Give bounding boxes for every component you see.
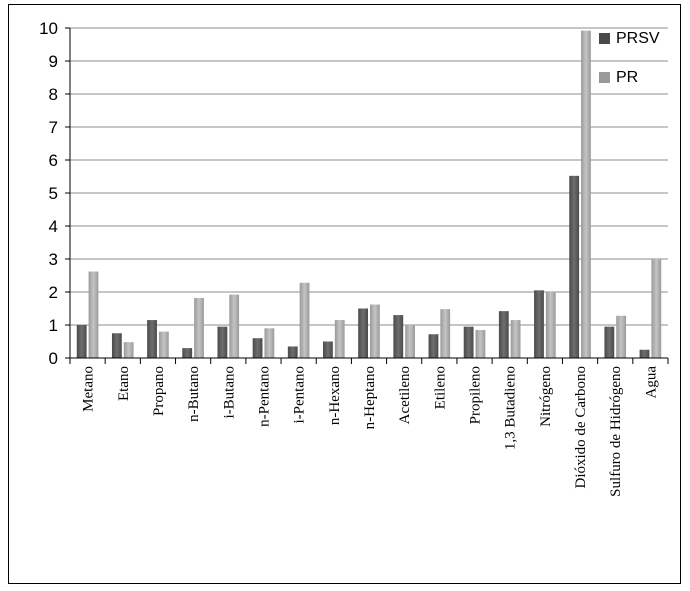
legend-swatch-prsv [599, 33, 610, 44]
chart-frame [8, 4, 681, 584]
x-tick-label: Metano [81, 366, 97, 412]
bar-prsv [393, 315, 404, 358]
bar-prsv [639, 349, 650, 358]
bar-pr [229, 294, 240, 358]
x-tick-labels: Metano Etano Propano n-Butano i-Butano n-Pent… [81, 366, 660, 497]
bar-pr [405, 325, 415, 358]
bar-prsv [182, 348, 193, 358]
bar-pr [264, 328, 275, 358]
bar-pr [616, 315, 627, 358]
x-tick-label: Etano [116, 366, 132, 401]
bar-prsv [147, 320, 157, 358]
bar-pr [370, 304, 380, 358]
x-tick-label: Acetileno [397, 366, 413, 424]
bar-pr [123, 342, 134, 358]
bar-pr [158, 331, 169, 358]
y-tick-label: 2 [49, 283, 58, 302]
x-tick-label: Sulfuro de Hidrógeno [608, 366, 624, 497]
y-tick-label: 5 [49, 184, 58, 203]
y-tick-label: 6 [49, 151, 58, 170]
bar-prsv [463, 326, 474, 358]
legend-swatch-pr [599, 72, 610, 83]
y-tick-label: 8 [49, 85, 58, 104]
bar-pr [651, 259, 662, 358]
bar-prsv [76, 325, 87, 358]
bar-pr [545, 292, 556, 358]
legend-label-pr: PR [616, 69, 638, 86]
x-tick-label: Propano [151, 366, 167, 416]
gridlines [70, 27, 668, 326]
bars [76, 30, 662, 358]
x-tick-label: n-Butano [186, 366, 202, 422]
legend-label-prsv: PRSV [616, 30, 660, 47]
x-tick-label: i-Butano [221, 366, 237, 419]
bar-pr [299, 282, 310, 358]
x-tick-label: Agua [643, 366, 659, 399]
bar-pr [440, 309, 451, 358]
bar-prsv [217, 326, 228, 358]
bar-prsv [358, 308, 368, 358]
x-tick-label: Nitrógeno [538, 366, 554, 427]
bar-prsv [604, 326, 615, 358]
bar-prsv [498, 311, 509, 358]
bar-prsv [323, 341, 333, 358]
x-tick-label: Propileno [468, 366, 484, 424]
bar-prsv [428, 334, 439, 358]
x-tick-label: i-Pentano [292, 366, 308, 424]
legend: PRSV PR [599, 30, 660, 86]
x-tick-label: Etileno [432, 366, 448, 409]
x-tick-label: Dióxido de Carbono [573, 366, 589, 488]
x-tick-label: n-Heptano [362, 366, 378, 429]
axes [65, 27, 669, 364]
y-tick-label: 1 [49, 316, 58, 335]
y-tick-label: 7 [49, 118, 58, 137]
x-tick-label: 1,3 Butadieno [503, 366, 519, 450]
y-tick-label: 9 [49, 52, 58, 71]
bar-pr [510, 320, 521, 358]
y-tick-labels: 0 1 2 3 4 5 6 7 8 9 10 [39, 19, 58, 368]
bar-prsv [252, 338, 263, 358]
bar-pr [581, 30, 591, 358]
bar-prsv [569, 175, 580, 358]
x-tick-label: n-Pentano [256, 366, 272, 427]
bar-pr [334, 320, 345, 358]
y-tick-label: 4 [49, 217, 58, 236]
x-tick-label: n-Hexano [327, 366, 343, 425]
bar-prsv [111, 333, 122, 358]
bar-pr [194, 297, 204, 358]
bar-prsv [287, 346, 298, 358]
bar-prsv [534, 290, 544, 358]
y-tick-label: 0 [49, 349, 58, 368]
y-tick-label: 3 [49, 250, 58, 269]
y-tick-label: 10 [39, 19, 58, 38]
bar-pr [475, 329, 486, 358]
bar-pr [88, 271, 99, 358]
